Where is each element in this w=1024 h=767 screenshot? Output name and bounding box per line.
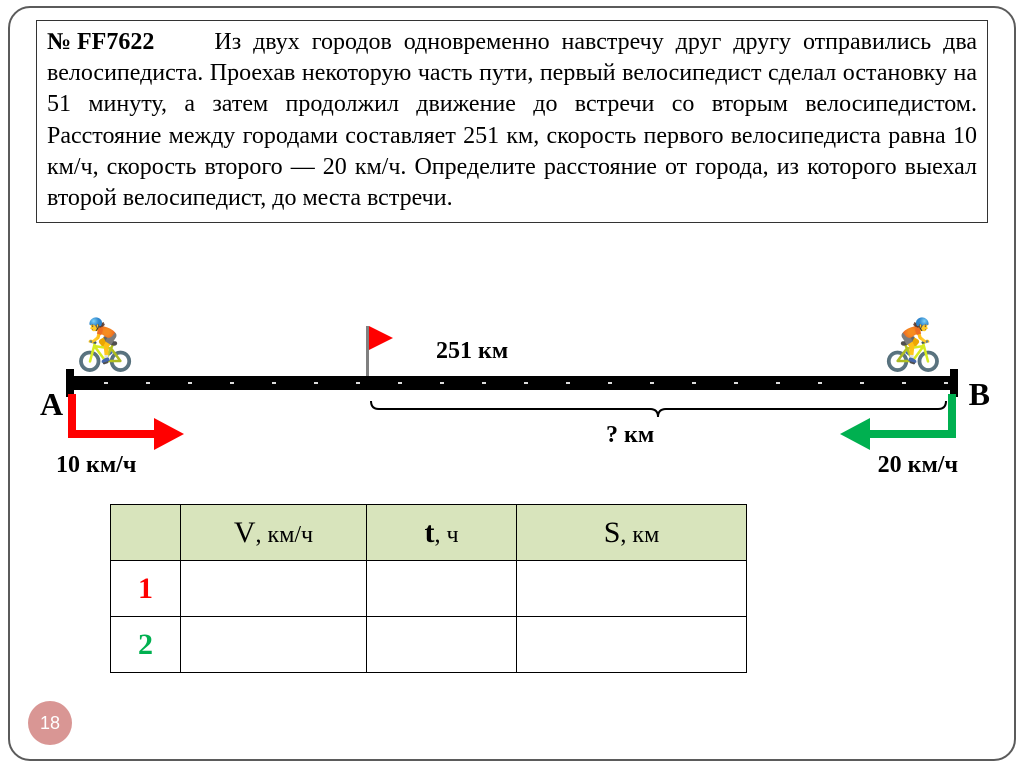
tick-b — [950, 369, 958, 397]
problem-id: №FF7622 — [47, 29, 154, 55]
header-t: t, ч — [367, 505, 517, 561]
header-t-unit: , ч — [434, 522, 458, 548]
header-blank — [111, 505, 181, 561]
arrow-left-icon — [66, 394, 186, 450]
row1-label: 1 — [111, 561, 181, 617]
motion-diagram: 🚴 🚴 251 км А В ? км 10 км/ч 20 — [36, 306, 988, 486]
row1-v — [181, 561, 367, 617]
total-distance-label: 251 км — [436, 338, 508, 365]
header-v-unit: , км/ч — [256, 522, 314, 548]
problem-body: Из двух городов одновременно навстречу д… — [47, 29, 977, 211]
cyclist-right-icon: 🚴 — [882, 320, 944, 370]
point-b-label: В — [969, 376, 990, 413]
table-row: 2 — [111, 617, 747, 673]
meeting-flag-icon — [366, 326, 369, 376]
row2-v — [181, 617, 367, 673]
cyclist-left-icon: 🚴 — [74, 320, 136, 370]
arrow-right-icon — [838, 394, 958, 450]
header-v: V, км/ч — [181, 505, 367, 561]
tick-a — [66, 369, 74, 397]
unknown-distance-label: ? км — [606, 422, 654, 449]
header-s-unit: , км — [620, 522, 659, 548]
header-t-sym: t — [424, 516, 434, 549]
point-a-label: А — [40, 386, 63, 423]
speed-left-label: 10 км/ч — [56, 452, 136, 479]
row2-s — [517, 617, 747, 673]
row1-s — [517, 561, 747, 617]
header-s: S, км — [517, 505, 747, 561]
table-header-row: V, км/ч t, ч S, км — [111, 505, 747, 561]
table-row: 1 — [111, 561, 747, 617]
header-v-sym: V — [234, 516, 256, 549]
problem-text: №FF7622Из двух городов одновременно навс… — [47, 27, 977, 214]
page-number-badge: 18 — [28, 701, 72, 745]
slide-frame: №FF7622Из двух городов одновременно навс… — [8, 6, 1016, 761]
road-line — [66, 376, 958, 390]
data-table: V, км/ч t, ч S, км 1 2 — [110, 504, 747, 673]
header-s-sym: S — [604, 516, 621, 549]
problem-box: №FF7622Из двух городов одновременно навс… — [36, 20, 988, 223]
row2-label: 2 — [111, 617, 181, 673]
speed-right-label: 20 км/ч — [878, 452, 958, 479]
row1-t — [367, 561, 517, 617]
row2-t — [367, 617, 517, 673]
